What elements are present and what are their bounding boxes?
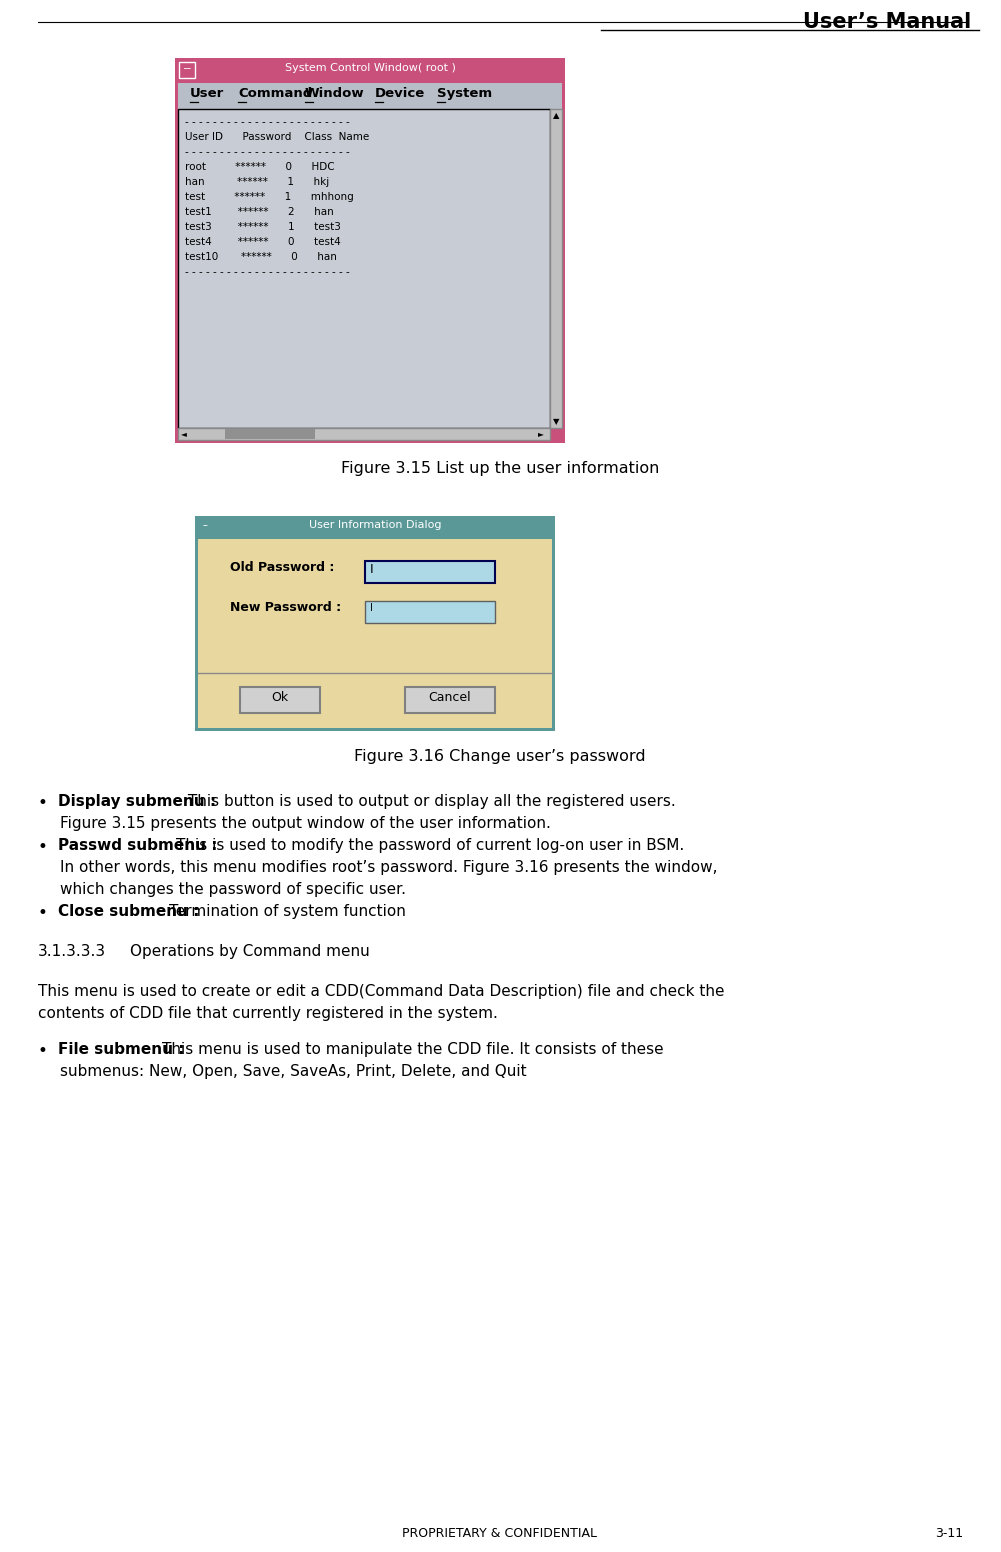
Text: User Information Dialog: User Information Dialog bbox=[308, 520, 441, 529]
Bar bbox=[179, 62, 195, 78]
Text: I: I bbox=[370, 604, 373, 613]
Text: •: • bbox=[38, 795, 48, 812]
Text: System: System bbox=[437, 87, 492, 99]
Text: which changes the password of specific user.: which changes the password of specific u… bbox=[60, 882, 406, 897]
Bar bbox=[240, 688, 320, 712]
Text: ▼: ▼ bbox=[553, 417, 560, 425]
Bar bbox=[198, 518, 552, 539]
Bar bbox=[175, 57, 565, 442]
Text: - - - - - - - - - - - - - - - - - - - - - - - -: - - - - - - - - - - - - - - - - - - - - … bbox=[185, 267, 353, 276]
Bar bbox=[405, 688, 495, 712]
Bar bbox=[198, 539, 552, 728]
Text: test1        ******      2      han: test1 ****** 2 han bbox=[185, 206, 333, 217]
Text: contents of CDD file that currently registered in the system.: contents of CDD file that currently regi… bbox=[38, 1006, 497, 1021]
Text: ◄: ◄ bbox=[181, 428, 187, 438]
Text: •: • bbox=[38, 838, 48, 857]
Text: root         ******      0      HDC: root ****** 0 HDC bbox=[185, 161, 334, 172]
Text: test4        ******      0      test4: test4 ****** 0 test4 bbox=[185, 237, 340, 247]
Text: This is used to modify the password of current log-on user in BSM.: This is used to modify the password of c… bbox=[176, 838, 684, 854]
Text: Termination of system function: Termination of system function bbox=[169, 903, 405, 919]
Text: New Password :: New Password : bbox=[230, 601, 341, 615]
Text: Operations by Command menu: Operations by Command menu bbox=[130, 944, 369, 959]
Text: Display submenu :: Display submenu : bbox=[58, 795, 221, 809]
Bar bbox=[365, 560, 495, 584]
Text: Passwd submenu :: Passwd submenu : bbox=[58, 838, 223, 854]
Text: ►: ► bbox=[539, 428, 544, 438]
Text: •: • bbox=[38, 1041, 48, 1060]
Text: This menu is used to manipulate the CDD file. It consists of these: This menu is used to manipulate the CDD … bbox=[162, 1041, 664, 1057]
Text: I: I bbox=[370, 563, 373, 576]
Text: File submenu :: File submenu : bbox=[58, 1041, 190, 1057]
Bar bbox=[178, 428, 550, 441]
Text: Window: Window bbox=[305, 87, 364, 99]
Text: Old Password :: Old Password : bbox=[230, 560, 334, 574]
Text: Ok: Ok bbox=[271, 691, 288, 705]
Text: test         ******      1      mhhong: test ****** 1 mhhong bbox=[185, 192, 353, 202]
Text: System Control Window( root ): System Control Window( root ) bbox=[284, 64, 455, 73]
Text: 3-11: 3-11 bbox=[935, 1527, 963, 1540]
Text: Cancel: Cancel bbox=[428, 691, 471, 705]
Text: Device: Device bbox=[375, 87, 425, 99]
Text: han          ******      1      hkj: han ****** 1 hkj bbox=[185, 177, 329, 186]
Text: This button is used to output or display all the registered users.: This button is used to output or display… bbox=[183, 795, 676, 809]
Bar bbox=[550, 109, 562, 428]
Text: test10       ******      0      han: test10 ****** 0 han bbox=[185, 251, 337, 262]
Text: –: – bbox=[203, 520, 208, 529]
Text: Figure 3.15 List up the user information: Figure 3.15 List up the user information bbox=[340, 461, 660, 476]
Text: Close submenu :: Close submenu : bbox=[58, 903, 205, 919]
Text: Figure 3.15 presents the output window of the user information.: Figure 3.15 presents the output window o… bbox=[60, 816, 551, 830]
Text: In other words, this menu modifies root’s password. Figure 3.16 presents the win: In other words, this menu modifies root’… bbox=[60, 860, 718, 875]
Text: ▲: ▲ bbox=[553, 112, 560, 120]
Text: User: User bbox=[190, 87, 224, 99]
Text: - - - - - - - - - - - - - - - - - - - - - - - -: - - - - - - - - - - - - - - - - - - - - … bbox=[185, 116, 353, 127]
Text: PROPRIETARY & CONFIDENTIAL: PROPRIETARY & CONFIDENTIAL bbox=[402, 1527, 598, 1540]
Text: User ID      Password    Class  Name: User ID Password Class Name bbox=[185, 132, 369, 141]
Text: User’s Manual: User’s Manual bbox=[803, 12, 971, 33]
Bar bbox=[178, 61, 562, 82]
Text: submenus: New, Open, Save, SaveAs, Print, Delete, and Quit: submenus: New, Open, Save, SaveAs, Print… bbox=[60, 1065, 527, 1079]
Text: –: – bbox=[183, 64, 190, 73]
Bar bbox=[365, 601, 495, 622]
Bar bbox=[178, 82, 562, 109]
Text: - - - - - - - - - - - - - - - - - - - - - - - -: - - - - - - - - - - - - - - - - - - - - … bbox=[185, 147, 353, 157]
Bar bbox=[225, 428, 315, 439]
Text: This menu is used to create or edit a CDD(Command Data Description) file and che: This menu is used to create or edit a CD… bbox=[38, 984, 725, 999]
Text: test3        ******      1      test3: test3 ****** 1 test3 bbox=[185, 222, 341, 231]
Text: Figure 3.16 Change user’s password: Figure 3.16 Change user’s password bbox=[354, 750, 646, 764]
Text: •: • bbox=[38, 903, 48, 922]
Bar bbox=[178, 109, 550, 428]
Text: 3.1.3.3.3: 3.1.3.3.3 bbox=[38, 944, 106, 959]
Bar bbox=[195, 515, 555, 731]
Text: Command: Command bbox=[238, 87, 312, 99]
